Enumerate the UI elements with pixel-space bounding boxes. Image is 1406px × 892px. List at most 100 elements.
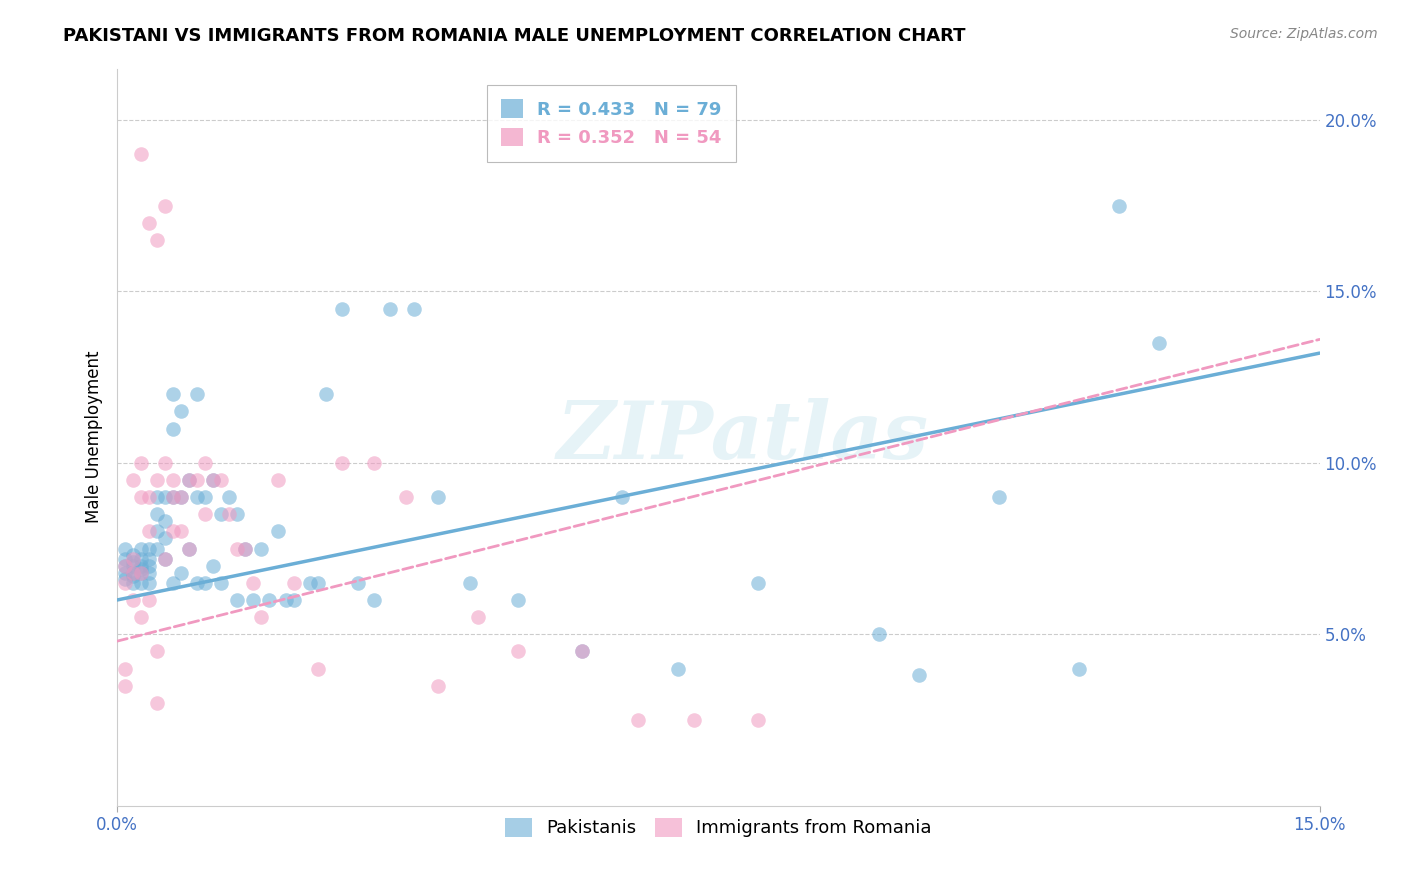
Point [235,541,257,556]
Point [907,668,929,682]
Point [1067,661,1090,675]
Point [138,593,160,607]
Point [259,593,281,607]
Point [129,147,152,161]
Point [987,490,1010,504]
Point [155,199,177,213]
Point [868,627,890,641]
Point [146,541,169,556]
Point [226,593,249,607]
Point [162,387,184,401]
Point [194,490,217,504]
Point [129,490,152,504]
Point [138,541,160,556]
Point [194,575,217,590]
Point [194,456,217,470]
Point [226,508,249,522]
Point [114,573,136,587]
Point [250,610,273,624]
Point [307,661,329,675]
Point [114,566,136,580]
Point [114,558,136,573]
Point [170,524,193,539]
Point [114,541,136,556]
Point [747,575,769,590]
Point [612,490,634,504]
Y-axis label: Male Unemployment: Male Unemployment [86,351,103,524]
Point [426,490,449,504]
Point [378,301,401,316]
Point [129,456,152,470]
Point [129,551,152,566]
Point [162,490,184,504]
Point [202,473,225,487]
Text: ZIPatlas: ZIPatlas [557,399,928,475]
Point [266,473,288,487]
Point [395,490,418,504]
Point [122,566,145,580]
Point [162,575,184,590]
Point [346,575,368,590]
Point [129,541,152,556]
Point [179,473,201,487]
Point [155,456,177,470]
Point [274,593,297,607]
Point [122,569,145,583]
Point [506,644,529,658]
Point [209,473,232,487]
Point [683,713,706,727]
Point [122,549,145,563]
Point [162,473,184,487]
Point [146,473,169,487]
Point [218,508,240,522]
Point [571,644,593,658]
Point [162,524,184,539]
Point [129,558,152,573]
Point [155,514,177,528]
Point [170,404,193,418]
Point [114,661,136,675]
Point [114,558,136,573]
Point [146,508,169,522]
Point [209,508,232,522]
Point [146,233,169,247]
Point [155,551,177,566]
Point [129,575,152,590]
Point [426,679,449,693]
Point [209,575,232,590]
Point [138,216,160,230]
Point [506,593,529,607]
Point [186,473,208,487]
Point [186,575,208,590]
Point [146,696,169,710]
Point [330,301,353,316]
Point [170,566,193,580]
Point [179,473,201,487]
Text: Source: ZipAtlas.com: Source: ZipAtlas.com [1230,27,1378,41]
Point [129,610,152,624]
Point [138,490,160,504]
Text: PAKISTANI VS IMMIGRANTS FROM ROMANIA MALE UNEMPLOYMENT CORRELATION CHART: PAKISTANI VS IMMIGRANTS FROM ROMANIA MAL… [63,27,966,45]
Point [129,566,152,580]
Point [283,575,305,590]
Point [122,593,145,607]
Point [170,490,193,504]
Point [235,541,257,556]
Point [129,566,152,580]
Point [202,558,225,573]
Point [122,558,145,573]
Legend: Pakistanis, Immigrants from Romania: Pakistanis, Immigrants from Romania [498,811,939,845]
Point [162,490,184,504]
Point [122,473,145,487]
Point [170,490,193,504]
Point [114,575,136,590]
Point [179,541,201,556]
Point [458,575,481,590]
Point [226,541,249,556]
Point [330,456,353,470]
Point [298,575,321,590]
Point [122,566,145,580]
Point [1108,199,1130,213]
Point [146,524,169,539]
Point [186,490,208,504]
